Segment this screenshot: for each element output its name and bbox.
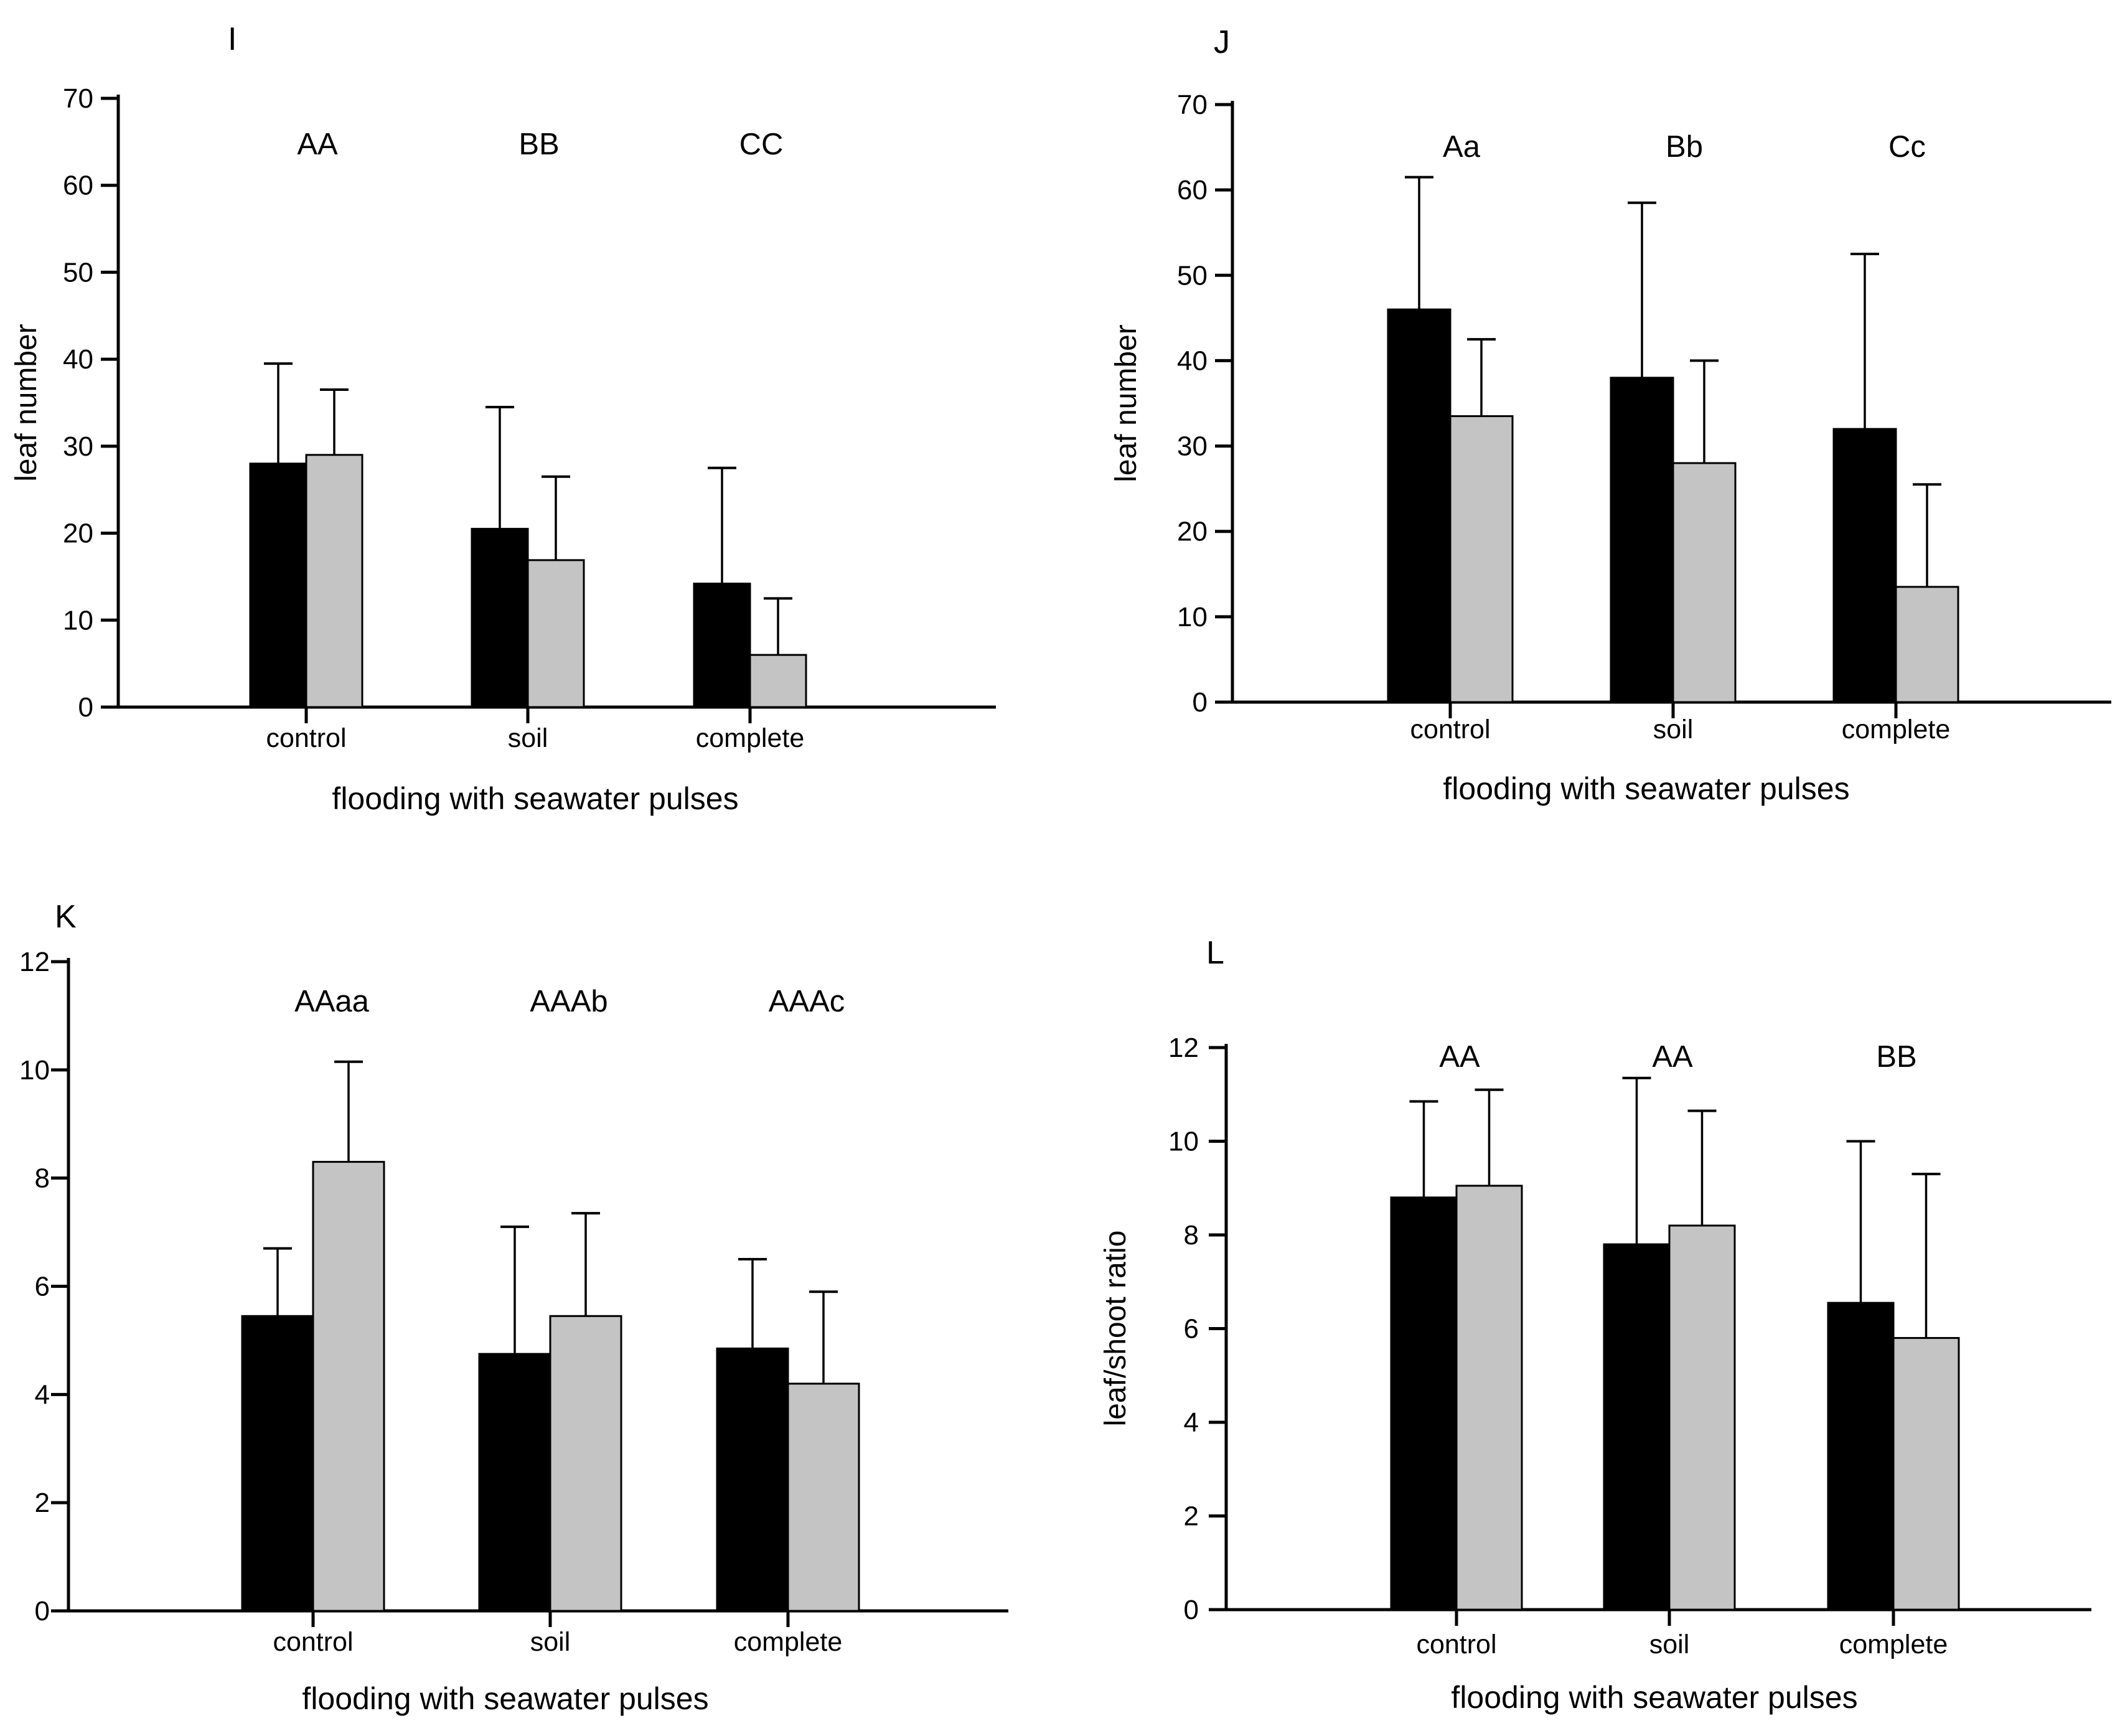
y-tick-label: 70	[63, 83, 93, 114]
bar-I-soil-black	[471, 528, 529, 708]
y-tick-label: 2	[1184, 1501, 1199, 1532]
y-tick-label: 50	[63, 257, 93, 288]
bar-J-control-black	[1387, 308, 1452, 703]
bar-K-soil-black	[478, 1353, 551, 1612]
sig-label: AA	[1439, 1040, 1480, 1074]
y-tick-label: 10	[1177, 602, 1208, 632]
bar-J-complete-grey	[1895, 586, 1959, 703]
category-label-complete: complete	[1842, 715, 1950, 744]
sig-label: AA	[297, 128, 338, 161]
bar-K-complete-grey	[787, 1382, 860, 1612]
y-tick-label: 6	[35, 1272, 50, 1302]
y-tick-label: 30	[63, 431, 93, 462]
y-tick-label: 10	[19, 1055, 50, 1086]
panel-I: I 0 10 20 30 40 50 60 70 leaf number flooding with…	[10, 21, 996, 816]
category-label-soil: soil	[508, 723, 548, 753]
y-tick-label: 50	[1177, 260, 1208, 291]
y-axis-title: leaf number	[1110, 324, 1143, 482]
bar-I-complete-black	[693, 583, 751, 708]
x-axis-title: flooding with seawater pulses	[332, 781, 738, 816]
bar-I-complete-grey	[749, 654, 807, 708]
sig-label: AAaa	[294, 985, 370, 1018]
bar-J-soil-black	[1610, 377, 1674, 703]
y-tick-label: 2	[35, 1488, 50, 1518]
bar-L-soil-black	[1603, 1243, 1671, 1611]
category-label-control: control	[266, 723, 346, 753]
y-tick-label: 0	[1193, 687, 1208, 718]
panel-J: J 0 10 20 30 40 50 60 70 leaf number flooding with…	[1110, 24, 2111, 806]
y-tick-label: 70	[1177, 90, 1208, 120]
panel-letter-L: L	[1206, 935, 1224, 971]
y-tick-label: 40	[1177, 345, 1208, 376]
category-label-control: control	[1416, 1630, 1496, 1659]
bar-L-complete-black	[1827, 1302, 1895, 1611]
bar-L-control-grey	[1455, 1185, 1523, 1611]
x-axis-title: flooding with seawater pulses	[302, 1681, 708, 1716]
category-label-control: control	[273, 1627, 353, 1657]
sig-label: AA	[1652, 1040, 1693, 1074]
y-axis-title: leaf/shoot ratio	[1099, 1231, 1132, 1427]
sig-label: CC	[739, 128, 784, 161]
x-axis-title: flooding with seawater pulses	[1443, 771, 1849, 806]
y-tick-label: 12	[1168, 1033, 1199, 1063]
panel-K: K 0 2 4 6 8 10 12 flooding with seawater pulses c…	[19, 899, 1008, 1716]
bar-J-control-grey	[1449, 415, 1514, 703]
sig-label: AAAb	[530, 985, 607, 1018]
y-tick-label: 8	[1184, 1220, 1199, 1250]
bar-I-control-grey	[305, 454, 363, 708]
bar-I-control-black	[249, 462, 307, 708]
bar-I-soil-grey	[527, 559, 585, 708]
bar-K-control-grey	[312, 1161, 385, 1612]
y-tick-label: 12	[19, 947, 50, 977]
x-axis-title: flooding with seawater pulses	[1451, 1680, 1857, 1715]
sig-label: Cc	[1888, 130, 1926, 164]
category-label-complete: complete	[1839, 1630, 1948, 1659]
y-tick-label: 20	[1177, 517, 1208, 547]
y-axis-title: leaf number	[10, 324, 43, 481]
y-tick-label: 30	[1177, 431, 1208, 462]
bar-K-complete-black	[716, 1347, 789, 1612]
category-label-soil: soil	[530, 1627, 571, 1657]
y-tick-label: 60	[1177, 175, 1208, 205]
y-tick-label: 40	[63, 344, 93, 375]
category-label-soil: soil	[1653, 715, 1694, 744]
panel-letter-I: I	[228, 21, 237, 57]
y-tick-label: 10	[1168, 1127, 1199, 1157]
y-tick-label: 8	[35, 1163, 50, 1194]
y-tick-label: 60	[63, 171, 93, 201]
y-tick-label: 6	[1184, 1314, 1199, 1344]
bar-K-soil-grey	[549, 1315, 622, 1612]
bar-L-control-black	[1390, 1196, 1458, 1611]
category-label-complete: complete	[696, 723, 804, 753]
y-tick-label: 10	[63, 605, 93, 636]
sig-label: Aa	[1443, 130, 1481, 164]
panel-letter-J: J	[1214, 24, 1230, 60]
y-tick-label: 0	[35, 1596, 50, 1626]
bar-L-soil-grey	[1668, 1224, 1736, 1611]
panel-L: L 0 2 4 6 8 10 12 leaf/shoot ratio flooding with …	[1099, 935, 2091, 1715]
y-tick-label: 20	[63, 518, 93, 549]
sig-label: AAAc	[769, 985, 845, 1018]
category-label-soil: soil	[1649, 1630, 1690, 1659]
y-tick-label: 0	[78, 692, 93, 723]
category-label-complete: complete	[734, 1627, 842, 1657]
bar-K-control-black	[241, 1315, 314, 1612]
sig-label: BB	[1876, 1040, 1916, 1074]
category-label-control: control	[1410, 715, 1490, 744]
sig-label: Bb	[1666, 130, 1703, 164]
panel-letter-K: K	[55, 899, 77, 935]
y-tick-label: 4	[1184, 1407, 1199, 1438]
y-tick-label: 4	[35, 1379, 50, 1410]
bar-J-soil-grey	[1672, 462, 1737, 703]
bar-J-complete-black	[1832, 428, 1897, 703]
y-tick-label: 0	[1184, 1595, 1199, 1625]
bar-L-complete-grey	[1892, 1337, 1960, 1611]
sig-label: BB	[518, 128, 559, 161]
